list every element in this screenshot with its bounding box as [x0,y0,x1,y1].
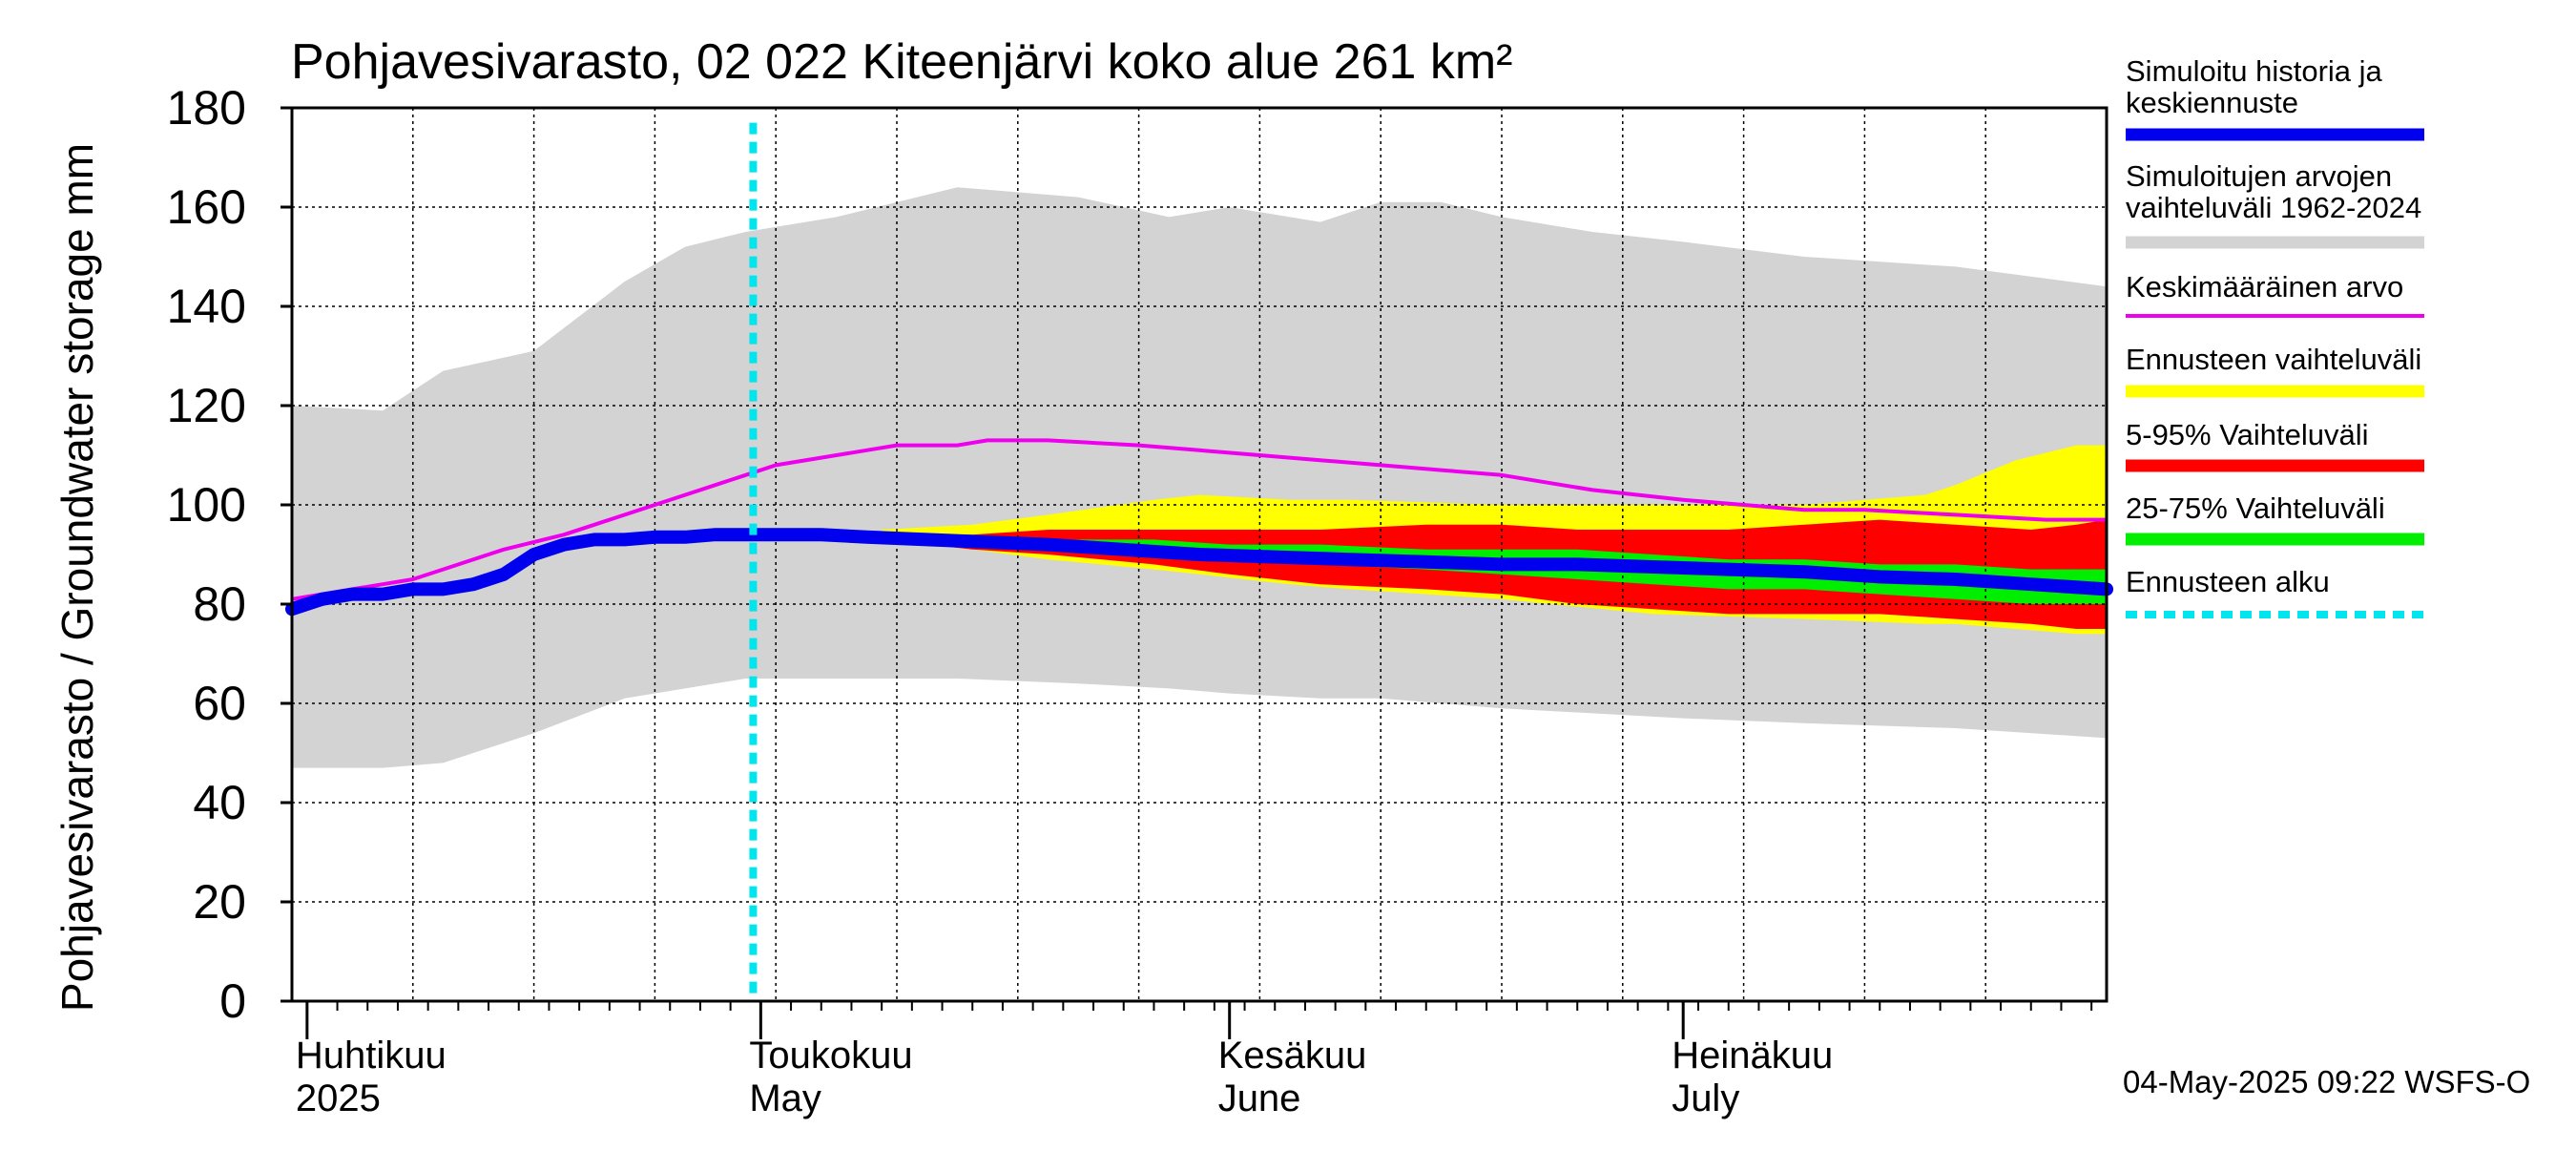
y-tick-label: 160 [167,180,246,234]
x-tick-label-fi: Heinäkuu [1672,1035,1833,1077]
legend-label: Simuloitu historia ja [2126,54,2383,88]
x-tick-label-en: June [1218,1077,1301,1119]
simulated-history-line [285,528,2113,617]
x-tick-label-fi: Toukokuu [749,1035,912,1077]
timestamp: 04-May-2025 09:22 WSFS-O [2123,1064,2530,1099]
legend-label: 5-95% Vaihteluväli [2126,418,2368,451]
historical-range-band [292,187,2107,768]
y-tick-label: 80 [193,577,246,631]
x-tick-label-fi: Huhtikuu [296,1035,447,1077]
legend-label: Ennusteen alku [2126,565,2330,598]
y-tick-label: 20 [193,875,246,929]
x-tick-label-fi: Kesäkuu [1218,1035,1367,1077]
legend-label: 25-75% Vaihteluväli [2126,491,2385,525]
y-tick-label: 60 [193,677,246,730]
legend-label: Keskimääräinen arvo [2126,270,2403,303]
y-tick-label: 120 [167,379,246,432]
x-tick-label-en: July [1672,1077,1739,1119]
legend-label: Simuloitujen arvojen [2126,159,2392,193]
legend-label: vaihteluväli 1962-2024 [2126,191,2421,224]
y-tick-label: 40 [193,776,246,829]
y-tick-label: 180 [167,81,246,135]
plot-frame [290,106,2109,1003]
y-tick-label: 0 [219,974,246,1028]
y-tick-label: 140 [167,280,246,333]
y-tick-label: 100 [167,478,246,532]
legend-label: Ennusteen vaihteluväli [2126,343,2421,376]
chart-title: Pohjavesivarasto, 02 022 Kiteenjärvi kok… [291,34,1513,90]
mean-value-line [291,438,2107,601]
x-tick-label-en: May [749,1077,821,1119]
y-axis-label: Pohjavesivarasto / Groundwater storage m… [52,143,102,1012]
x-tick-label-en: 2025 [296,1077,381,1119]
legend-label: keskiennuste [2126,86,2298,119]
